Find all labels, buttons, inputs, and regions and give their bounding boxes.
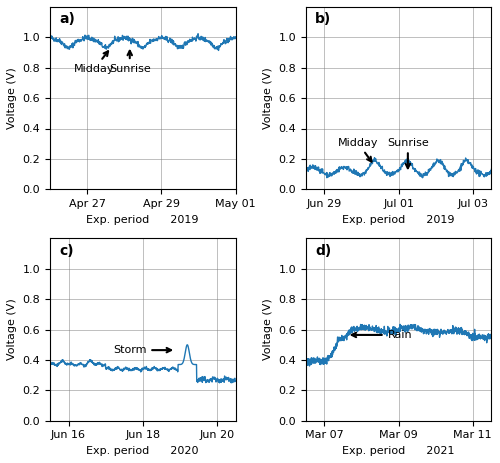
Text: c): c) <box>59 244 74 258</box>
Text: Midday: Midday <box>338 138 378 162</box>
X-axis label: Exp. period      2020: Exp. period 2020 <box>86 446 199 456</box>
X-axis label: Exp. period      2021: Exp. period 2021 <box>342 446 455 456</box>
Text: b): b) <box>315 13 332 26</box>
Text: Storm: Storm <box>113 345 171 355</box>
Y-axis label: Voltage (V): Voltage (V) <box>7 67 17 129</box>
Text: Rain: Rain <box>352 330 412 340</box>
Y-axis label: Voltage (V): Voltage (V) <box>263 299 273 361</box>
Text: a): a) <box>59 13 75 26</box>
Text: Midday: Midday <box>74 51 115 74</box>
Y-axis label: Voltage (V): Voltage (V) <box>7 299 17 361</box>
Text: Sunrise: Sunrise <box>387 138 428 168</box>
Text: d): d) <box>315 244 332 258</box>
X-axis label: Exp. period      2019: Exp. period 2019 <box>86 214 199 225</box>
Y-axis label: Voltage (V): Voltage (V) <box>263 67 273 129</box>
X-axis label: Exp. period      2019: Exp. period 2019 <box>342 214 455 225</box>
Text: Sunrise: Sunrise <box>109 51 150 74</box>
